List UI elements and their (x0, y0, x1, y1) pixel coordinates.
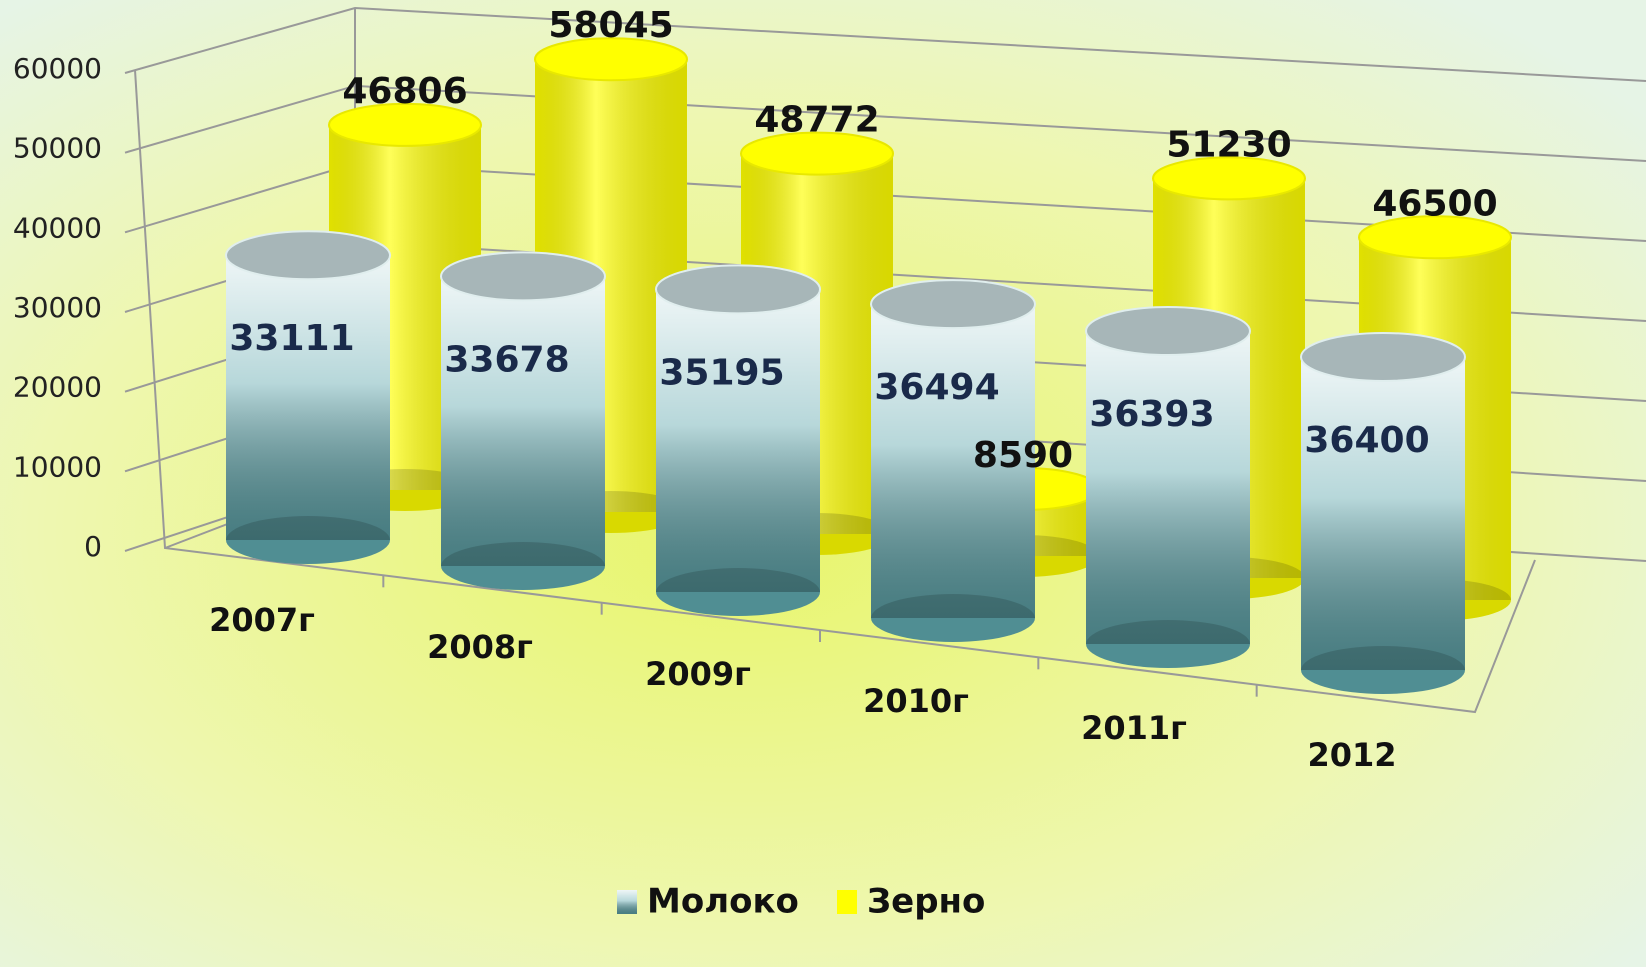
y-tick-label: 20000 (13, 371, 102, 404)
cylinder-top (1152, 156, 1306, 201)
data-label: 36393 (1089, 394, 1214, 435)
cylinder-top (1300, 331, 1466, 382)
cylinder-bottom-shade (656, 568, 820, 616)
cylinder-shade (871, 304, 1035, 618)
data-label: 46806 (342, 71, 467, 112)
cylinder-top (328, 102, 482, 147)
y-tick-label: 50000 (13, 132, 102, 165)
cylinder-bottom-shade (871, 594, 1035, 642)
cylinder-top (870, 279, 1036, 330)
x-tick-label: 2009г (645, 655, 751, 693)
cylinder-shade (1086, 331, 1250, 644)
cylinder-top (534, 37, 688, 82)
data-label: 35195 (659, 352, 784, 393)
cylinder-bottom-shade (1086, 620, 1250, 668)
legend-swatch-shade (617, 890, 637, 914)
labels: 46806 58045 48772 8590 51230 46500 33111 33678 3… (209, 5, 1498, 921)
data-label: 33111 (229, 318, 354, 359)
x-tick-label: 2007г (209, 601, 315, 639)
legend-swatch (837, 890, 857, 914)
cylinder-shade (1301, 356, 1465, 670)
data-label: 36494 (874, 367, 999, 408)
legend-label: Зерно (867, 882, 985, 922)
cylinder-top (440, 251, 606, 302)
y-tick-label: 40000 (13, 211, 102, 244)
x-tick-label: 2012 (1307, 736, 1396, 774)
data-label: 58045 (548, 5, 673, 46)
x-tick-label: 2011г (1081, 709, 1187, 747)
cylinder-bottom-shade (226, 516, 390, 564)
data-label: 48772 (754, 100, 879, 141)
data-label: 36400 (1304, 420, 1429, 461)
y-tick-label: 60000 (13, 52, 102, 85)
data-label: 33678 (444, 339, 569, 380)
data-label: 51230 (1166, 124, 1291, 165)
y-tick-label: 30000 (13, 291, 102, 324)
x-tick-label: 2008г (427, 628, 533, 666)
cylinder-shade (656, 289, 820, 592)
data-label: 46500 (1372, 183, 1497, 224)
y-tick-label: 0 (84, 530, 102, 563)
cylinder-shade (441, 276, 605, 566)
cylinder-top (655, 264, 821, 315)
cylinder-top (225, 230, 391, 281)
cylinder-shade (226, 255, 390, 540)
legend-label: Молоко (647, 882, 799, 922)
cylinder-top (1085, 306, 1251, 357)
cylinder-top (740, 131, 894, 176)
cylinder-top (1358, 215, 1512, 260)
x-tick-label: 2010г (863, 682, 969, 720)
cylinder-bottom-shade (1301, 646, 1465, 694)
bars (225, 37, 1512, 694)
y-tick-label: 10000 (13, 450, 102, 483)
data-label: 8590 (973, 435, 1073, 476)
cylinder-bottom-shade (441, 542, 605, 590)
